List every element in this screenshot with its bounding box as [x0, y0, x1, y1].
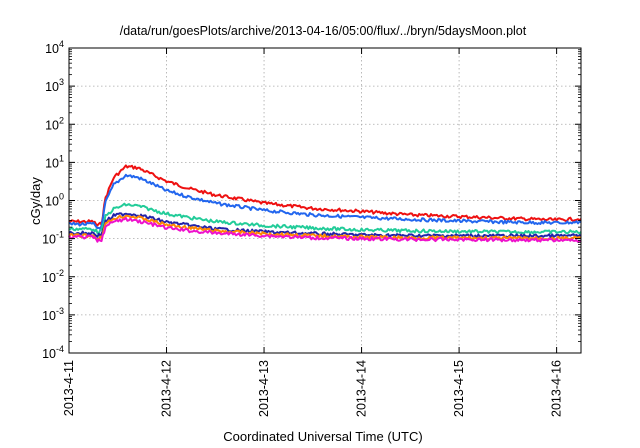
x-tick-label: 2013-4-11 [62, 360, 76, 416]
y-tick-label: 10-1 [42, 230, 64, 247]
y-tick-label: 101 [45, 153, 64, 170]
ticks: 10-4 10-3 10-2 10-1 100 101 102 103 104 2013-4-11… [42, 39, 581, 417]
y-tick-label: 10-2 [42, 268, 64, 285]
y-tick-label: 103 [45, 77, 64, 94]
x-tick-label: 2013-4-14 [355, 360, 369, 417]
chart-title: /data/run/goesPlots/archive/2013-04-16/0… [120, 24, 527, 38]
series-line-2 [68, 173, 582, 230]
x-tick-label: 2013-4-15 [452, 360, 466, 417]
x-axis-label: Coordinated Universal Time (UTC) [223, 429, 422, 444]
y-tick-label: 10-3 [42, 306, 64, 323]
x-tick-label: 2013-4-12 [160, 360, 174, 417]
y-tick-label: 102 [45, 115, 64, 132]
series-line-6 [68, 216, 582, 243]
y-tick-label: 10-4 [42, 344, 64, 361]
y-tick-label: 100 [45, 192, 64, 209]
grid [69, 48, 581, 353]
x-tick-label: 2013-4-16 [550, 360, 564, 417]
series-group [68, 164, 582, 243]
series-line-3 [68, 202, 582, 235]
x-tick-label: 2013-4-13 [257, 360, 271, 417]
y-tick-label: 104 [45, 39, 64, 56]
y-axis-label: cGy/day [28, 177, 43, 225]
series-line-1 [68, 164, 582, 227]
